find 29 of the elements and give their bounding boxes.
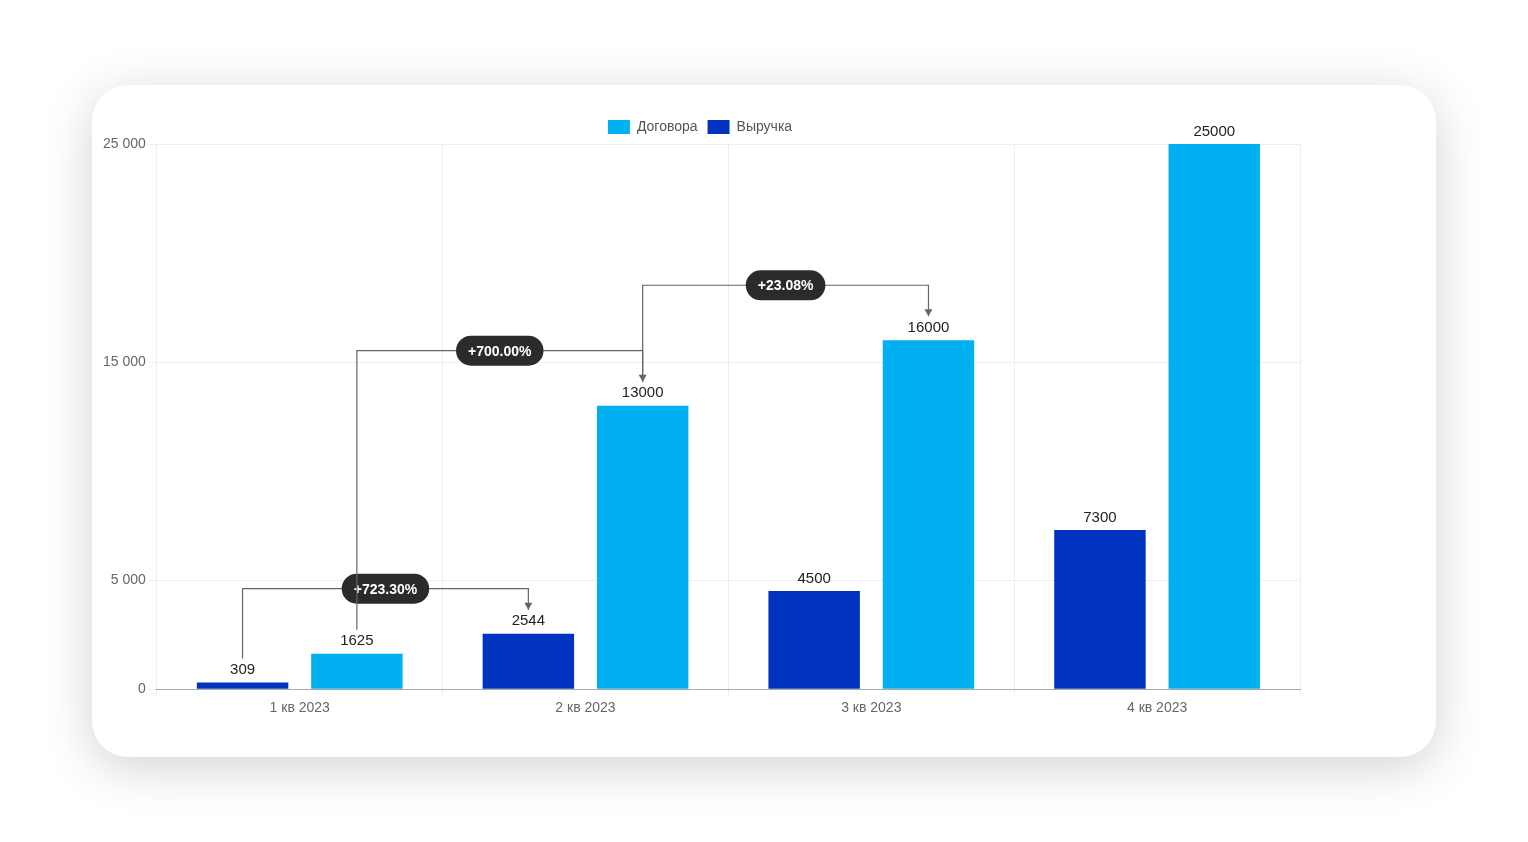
x-tick-label: 2 кв 2023 <box>555 699 616 716</box>
legend-label: Выручка <box>736 117 793 134</box>
bar <box>482 633 575 689</box>
bar <box>1054 530 1146 689</box>
y-tick-label: 25 000 <box>102 134 147 151</box>
bar <box>768 591 860 689</box>
x-tick-label: 1 кв 2023 <box>269 699 331 716</box>
data-label: 16000 <box>907 317 950 335</box>
data-label: 2544 <box>511 611 546 629</box>
bar <box>596 405 689 689</box>
annotation: +23.08% <box>757 277 814 294</box>
bar <box>882 340 975 689</box>
x-tick-label: 3 кв 2023 <box>841 699 902 716</box>
bar <box>1168 144 1260 689</box>
data-label: 13000 <box>621 383 664 401</box>
x-tick-label: 4 кв 2023 <box>1126 699 1188 716</box>
data-label: 4500 <box>797 568 831 586</box>
annotation: +723.30% <box>353 580 418 597</box>
legend-label: Договора <box>636 117 698 134</box>
bar <box>311 653 403 689</box>
annotation: +700.00% <box>468 342 533 359</box>
data-label: 25000 <box>1193 121 1236 139</box>
data-label: 1625 <box>340 631 374 649</box>
data-label: 7300 <box>1083 507 1117 525</box>
y-tick-label: 0 <box>138 680 147 697</box>
bar <box>196 682 289 689</box>
y-tick-label: 15 000 <box>102 352 147 369</box>
y-tick-label: 5 000 <box>110 571 147 588</box>
data-label: 309 <box>230 660 256 678</box>
